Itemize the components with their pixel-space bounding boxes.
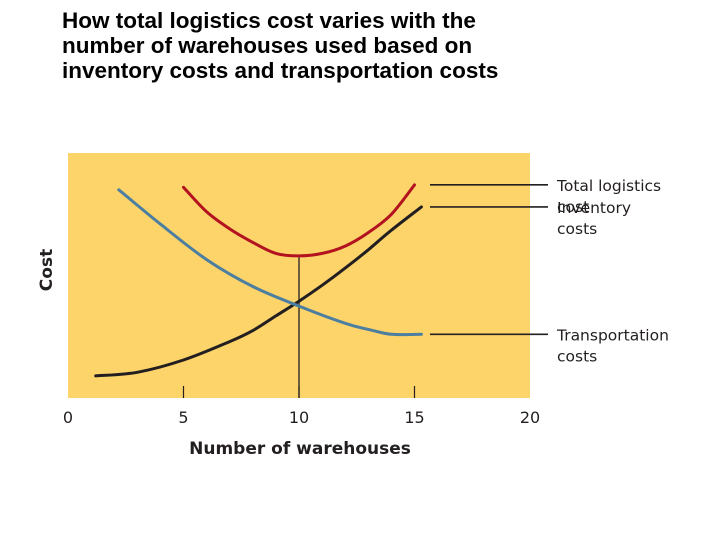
x-tick-label-5: 5 [178, 408, 188, 427]
legend-label-total-logistics-cost: Total logistics cost [556, 177, 661, 216]
series-line-transportation-costs [117, 188, 423, 337]
plot-layer [94, 183, 423, 398]
chart-title-line-1: How total logistics cost varies with the [62, 8, 476, 33]
legend-label-line: Inventory [557, 199, 631, 217]
legend-label-transportation-costs: Transportation costs [556, 326, 669, 365]
y-axis-title: Cost [37, 249, 57, 291]
x-tick-label-15: 15 [404, 408, 424, 427]
legend-label-inventory-costs: Inventory costs [557, 199, 631, 238]
legend-label-line: Total logistics [556, 177, 661, 195]
x-tick-label-0: 0 [63, 408, 73, 427]
chart-title-line-2: number of warehouses used based on [62, 33, 473, 58]
series-line-inventory-costs [94, 205, 423, 378]
chart-title-line-3: inventory costs and transportation costs [62, 58, 499, 83]
x-axis-title: Number of warehouses [189, 439, 411, 459]
chart-title: How total logistics cost varies with the… [62, 8, 682, 83]
legend-label-line: cost [557, 198, 589, 216]
series-line-total-logistics-cost [182, 183, 416, 258]
legend-label-line: Transportation [556, 326, 669, 344]
legend-label-line: costs [557, 220, 597, 238]
x-axis: 0 5 10 15 20 [63, 386, 540, 427]
legend-label-line: costs [557, 347, 597, 365]
x-tick-label-20: 20 [520, 408, 540, 427]
x-tick-label-10: 10 [289, 408, 309, 427]
